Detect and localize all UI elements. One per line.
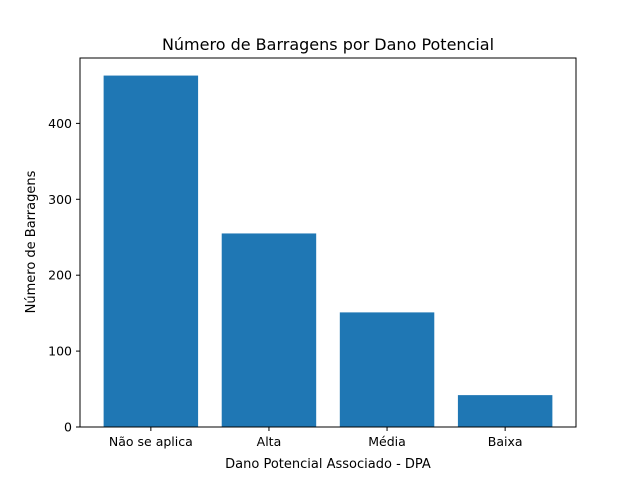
x-tick-label: Média	[368, 434, 406, 449]
x-tick-label: Alta	[257, 434, 282, 449]
x-tick-label: Não se aplica	[109, 434, 193, 449]
bar-0	[103, 75, 199, 428]
plot-frame	[79, 57, 577, 428]
bar-1	[221, 233, 317, 427]
y-axis-ticks: 0 100 200 300 400	[48, 116, 80, 435]
y-tick-label: 200	[48, 268, 72, 283]
y-tick-label: 400	[48, 116, 72, 131]
bar-2	[339, 312, 435, 427]
x-tick-label: Baixa	[488, 434, 523, 449]
chart-title: Número de Barragens por Dano Potencial	[162, 35, 494, 54]
bar-3	[457, 395, 553, 427]
y-tick-label: 0	[64, 420, 72, 435]
x-axis-ticks: Não se aplica Alta Média Baixa	[109, 427, 523, 449]
x-axis-label: Dano Potencial Associado - DPA	[225, 457, 431, 472]
y-axis-label: Número de Barragens	[24, 170, 39, 313]
bars-group	[103, 75, 553, 428]
y-tick-label: 100	[48, 344, 72, 359]
y-tick-label: 300	[48, 192, 72, 207]
